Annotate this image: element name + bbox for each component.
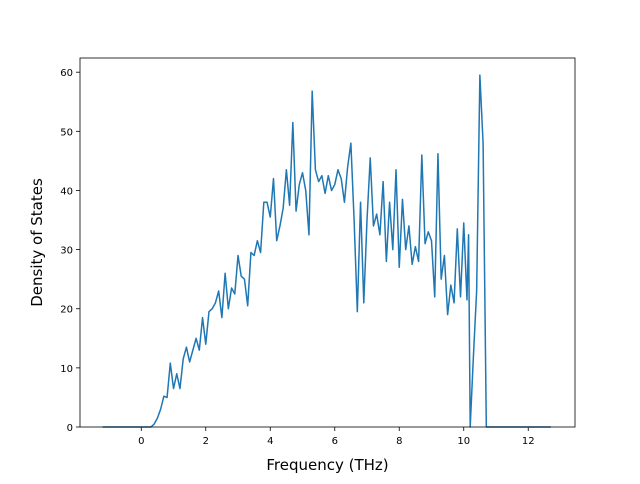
y-tick-label: 30 bbox=[60, 246, 73, 257]
y-axis-label: Density of States bbox=[28, 178, 46, 307]
x-tick-label: 2 bbox=[203, 436, 209, 447]
y-tick-label: 20 bbox=[60, 305, 73, 316]
x-tick-label: 10 bbox=[457, 436, 470, 447]
x-tick-label: 12 bbox=[522, 436, 535, 447]
y-tick-label: 40 bbox=[60, 186, 73, 197]
data-line bbox=[102, 74, 551, 428]
plot-frame bbox=[79, 57, 576, 428]
y-tick-label: 60 bbox=[60, 68, 73, 79]
x-tick-label: 6 bbox=[332, 436, 338, 447]
y-tick-label: 50 bbox=[60, 127, 73, 138]
y-tick-label: 0 bbox=[67, 423, 73, 434]
x-tick-label: 0 bbox=[138, 436, 144, 447]
y-tick-label: 10 bbox=[60, 364, 73, 375]
x-tick-label: 8 bbox=[396, 436, 402, 447]
x-axis-label: Frequency (THz) bbox=[266, 456, 388, 474]
x-tick-label: 4 bbox=[267, 436, 273, 447]
